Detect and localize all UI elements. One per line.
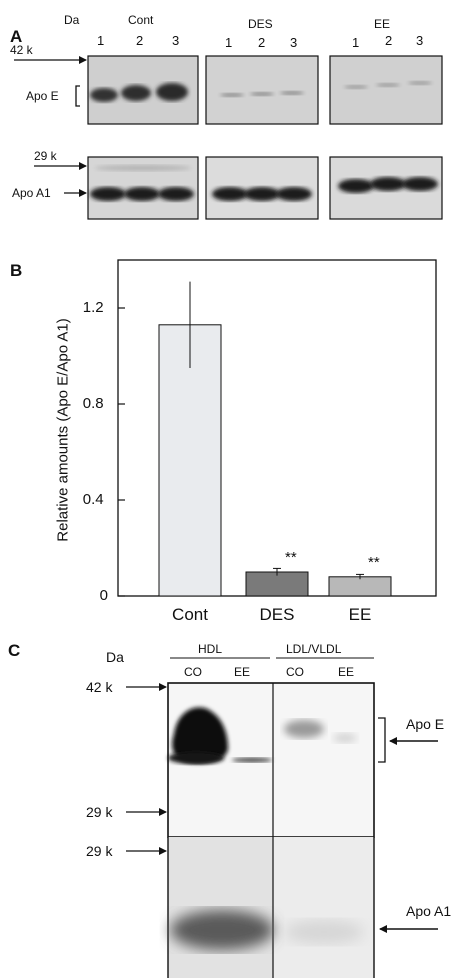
panel-c-group-hdl: HDL: [198, 642, 223, 656]
x-tick-label: EE: [348, 605, 372, 624]
blot-c: [167, 682, 375, 978]
band: [408, 81, 432, 85]
blot-box: [205, 55, 319, 125]
lane-label: 3: [290, 35, 298, 50]
panel-a-letter: A: [10, 27, 23, 46]
lane-label: 1: [97, 33, 105, 48]
band: [284, 720, 324, 738]
chart-b: [117, 259, 437, 597]
panel-a-group-cont: Cont: [128, 13, 154, 27]
lane-label-ee: EE: [338, 665, 355, 679]
panel-c-group-ldl-vldl: LDL/VLDL: [286, 642, 342, 656]
bar: [158, 324, 222, 597]
band: [232, 757, 272, 763]
band: [376, 83, 400, 87]
blot-c-lower-right: [273, 837, 374, 978]
band: [244, 187, 280, 201]
band: [170, 910, 274, 950]
band: [370, 177, 406, 191]
band: [276, 187, 312, 201]
y-tick-label: 0.8: [82, 395, 104, 412]
band: [121, 85, 151, 101]
band: [212, 187, 248, 201]
lane-label: 3: [172, 33, 180, 48]
panel-a-group-ee: EE: [374, 17, 391, 31]
lane-label: 1: [352, 35, 360, 50]
y-tick-label: 1.2: [82, 299, 104, 316]
band: [220, 93, 244, 97]
lane-label-co: CO: [286, 665, 304, 679]
marker-29k-c2: 29 k: [86, 843, 113, 859]
marker-42k-c: 42 k: [86, 679, 113, 695]
bar: [245, 571, 309, 597]
lane-label: 2: [136, 33, 144, 48]
band: [402, 177, 438, 191]
panel-c-da-label: Da: [106, 649, 124, 665]
band: [333, 733, 357, 743]
x-tick-label: Cont: [172, 605, 208, 624]
band-label-apo-a1-c: Apo A1: [406, 903, 452, 919]
band-apo-e-co-hdl: [172, 707, 228, 764]
panel-c-letter: C: [8, 641, 21, 660]
band: [95, 165, 191, 171]
marker-29k-c: 29 k: [86, 804, 113, 820]
blot-apo-e-row: [87, 55, 443, 125]
band: [284, 920, 364, 944]
significance-label: **: [285, 549, 297, 566]
band: [124, 187, 160, 201]
band: [250, 92, 274, 96]
marker-42k: 42 k: [10, 43, 33, 57]
bracket-apo-e: [75, 85, 80, 107]
bracket-apo-e-c: [378, 717, 386, 763]
lane-label: 3: [416, 33, 424, 48]
lane-label: 2: [385, 33, 393, 48]
panel-a-group-des: DES: [248, 17, 273, 31]
y-tick-label: 0: [99, 587, 108, 604]
significance-label: **: [368, 553, 380, 571]
y-axis-label: Relative amounts (Apo E/Apo A1): [54, 318, 72, 542]
band: [156, 83, 188, 101]
lane-label: 2: [258, 35, 266, 50]
band: [344, 85, 368, 89]
blot-box: [329, 55, 443, 125]
lane-label: 1: [225, 35, 233, 50]
band: [90, 88, 118, 102]
panel-b-letter: B: [10, 261, 23, 280]
band: [158, 187, 194, 201]
lane-label-co: CO: [184, 665, 202, 679]
y-tick-label: 0.4: [82, 491, 104, 508]
bar: [328, 576, 392, 597]
band-label-apo-e-c: Apo E: [406, 716, 445, 732]
band-label-apo-a1: Apo A1: [12, 186, 51, 200]
band: [280, 91, 304, 95]
band-label-apo-e: Apo E: [26, 89, 59, 103]
band: [90, 187, 126, 201]
band: [338, 179, 374, 193]
panel-a-da-label: Da: [64, 13, 80, 27]
band: [168, 752, 224, 764]
lane-label-ee: EE: [234, 665, 251, 679]
x-tick-label: DES: [259, 605, 295, 624]
marker-29k: 29 k: [34, 149, 57, 163]
blot-apo-a1-row: [87, 156, 443, 220]
